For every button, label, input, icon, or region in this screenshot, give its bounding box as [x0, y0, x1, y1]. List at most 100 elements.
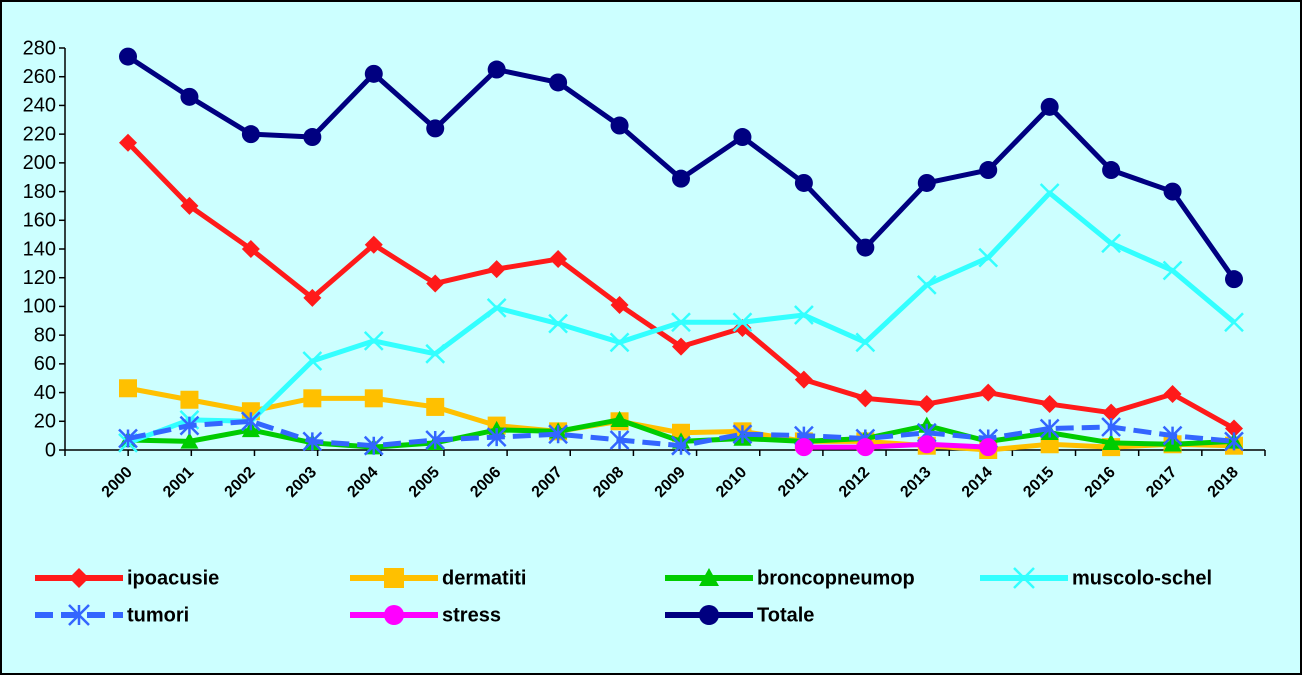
y-tick-label: 120 — [23, 267, 56, 289]
marker-shape — [609, 332, 630, 353]
marker — [610, 410, 629, 428]
marker — [486, 297, 507, 318]
marker-shape — [486, 297, 507, 318]
marker — [487, 260, 506, 279]
y-tick-label: 20 — [34, 411, 56, 433]
y-tick-label: 140 — [23, 238, 56, 260]
marker-shape — [794, 370, 813, 389]
marker — [699, 605, 719, 625]
marker — [425, 430, 446, 450]
marker-shape — [794, 305, 814, 325]
marker — [118, 428, 138, 449]
marker — [363, 331, 384, 351]
marker-shape — [549, 73, 568, 92]
marker-shape — [979, 383, 998, 402]
marker-shape — [794, 173, 813, 192]
marker-shape — [610, 295, 629, 314]
marker — [856, 238, 875, 257]
marker-shape — [794, 438, 813, 457]
marker-shape — [672, 337, 690, 356]
marker — [610, 295, 629, 314]
marker — [917, 173, 936, 192]
marker-shape — [1101, 233, 1121, 254]
marker — [1224, 431, 1244, 452]
marker-shape — [302, 431, 323, 452]
marker — [978, 247, 999, 268]
marker — [303, 128, 322, 147]
marker — [180, 390, 199, 409]
marker — [241, 125, 260, 144]
marker — [609, 430, 630, 450]
marker — [671, 435, 691, 456]
marker-shape — [486, 427, 507, 447]
marker — [1162, 260, 1183, 281]
marker-shape — [855, 332, 876, 353]
marker — [699, 568, 719, 586]
legend-label: tumori — [127, 604, 189, 626]
marker-shape — [917, 173, 936, 192]
marker-shape — [549, 250, 568, 269]
marker-shape — [1224, 431, 1244, 452]
marker — [979, 383, 998, 402]
marker-shape — [609, 430, 630, 450]
marker-shape — [302, 351, 323, 371]
marker — [241, 240, 260, 258]
marker — [303, 288, 322, 307]
marker-shape — [610, 116, 629, 135]
marker-shape — [363, 435, 384, 456]
marker — [794, 305, 814, 325]
marker-shape — [179, 415, 200, 436]
y-tick-label: 260 — [23, 66, 56, 88]
marker — [856, 389, 875, 408]
marker — [1102, 433, 1121, 451]
marker — [794, 370, 813, 389]
marker-shape — [241, 411, 261, 432]
marker — [733, 128, 752, 147]
marker — [303, 389, 322, 408]
marker-shape — [732, 312, 753, 333]
marker — [672, 169, 690, 188]
marker — [1040, 97, 1059, 116]
marker-shape — [1162, 425, 1183, 446]
marker-shape — [672, 169, 690, 188]
marker — [487, 60, 506, 79]
marker-shape — [241, 240, 260, 258]
marker-shape — [425, 343, 446, 364]
marker-shape — [180, 390, 199, 409]
marker-shape — [1101, 417, 1121, 437]
marker-shape — [426, 397, 445, 416]
marker — [180, 87, 199, 106]
marker-shape — [363, 331, 384, 351]
marker — [1163, 182, 1182, 201]
marker-shape — [979, 438, 998, 457]
legend-label: muscolo-schel — [1072, 567, 1212, 589]
marker — [384, 568, 404, 588]
marker — [302, 351, 323, 371]
marker-shape — [1225, 419, 1243, 438]
marker — [672, 337, 690, 356]
marker-shape — [917, 395, 936, 414]
marker — [856, 438, 875, 457]
marker — [364, 235, 383, 254]
marker — [68, 604, 90, 626]
marker-shape — [364, 64, 383, 83]
marker — [179, 415, 200, 436]
marker — [426, 119, 445, 138]
marker — [549, 73, 568, 92]
series-line — [803, 441, 989, 450]
marker — [1013, 567, 1035, 589]
marker — [1225, 270, 1243, 289]
marker-shape — [303, 288, 322, 307]
marker — [794, 438, 813, 457]
marker — [384, 605, 404, 625]
marker-shape — [118, 428, 138, 449]
marker — [609, 332, 630, 353]
marker-shape — [1102, 433, 1121, 451]
marker — [548, 313, 568, 334]
marker — [119, 47, 137, 66]
marker-shape — [364, 389, 383, 408]
marker — [119, 133, 137, 152]
marker — [732, 312, 753, 333]
legend-label: dermatiti — [442, 567, 526, 589]
